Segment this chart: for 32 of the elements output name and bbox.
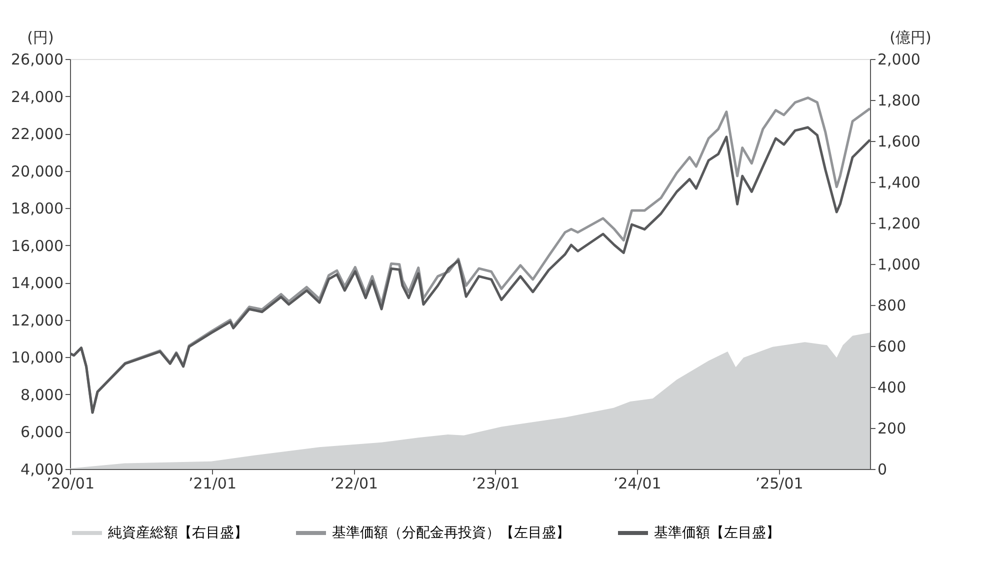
y2-tick-label: 400 — [878, 378, 906, 396]
y2-tick-label: 0 — [878, 460, 888, 478]
x-tick-label: ’23/01 — [472, 474, 520, 492]
y2-tick-label: 1,200 — [878, 214, 920, 232]
y2-tick-label: 600 — [878, 338, 906, 356]
y2-tick-label: 200 — [878, 420, 906, 438]
legend-label: 純資産総額【右目盛】 — [108, 525, 248, 541]
y2-axis-title: (億円) — [890, 28, 932, 46]
legend-label: 基準価額（分配金再投資）【左目盛】 — [332, 525, 570, 541]
x-tick-label: ’21/01 — [188, 474, 236, 492]
x-tick-label: ’22/01 — [330, 474, 378, 492]
y-tick-label: 6,000 — [20, 423, 64, 442]
y-tick-label: 14,000 — [11, 274, 64, 292]
y2-tick-label: 1,800 — [878, 92, 920, 110]
y-tick-label: 20,000 — [11, 162, 64, 180]
x-tick-label: ’24/01 — [613, 474, 662, 492]
y-tick-label: 10,000 — [11, 348, 64, 367]
y-axis-title: (円) — [27, 28, 54, 46]
x-tick-label: ’25/01 — [755, 474, 804, 492]
y-tick-label: 18,000 — [11, 200, 64, 218]
y2-tick-label: 1,600 — [878, 132, 920, 150]
y-tick-label: 22,000 — [11, 125, 64, 144]
y-tick-label: 12,000 — [11, 311, 64, 330]
y-tick-label: 8,000 — [20, 386, 64, 404]
y-tick-label: 26,000 — [11, 50, 64, 68]
y-tick-label: 24,000 — [11, 88, 64, 106]
y2-tick-label: 1,400 — [878, 174, 920, 192]
y2-tick-label: 1,000 — [878, 256, 920, 274]
y-tick-label: 16,000 — [11, 236, 64, 255]
legend-label: 基準価額【左目盛】 — [654, 525, 780, 541]
y2-tick-label: 2,000 — [878, 50, 920, 68]
y2-tick-label: 800 — [878, 296, 906, 314]
